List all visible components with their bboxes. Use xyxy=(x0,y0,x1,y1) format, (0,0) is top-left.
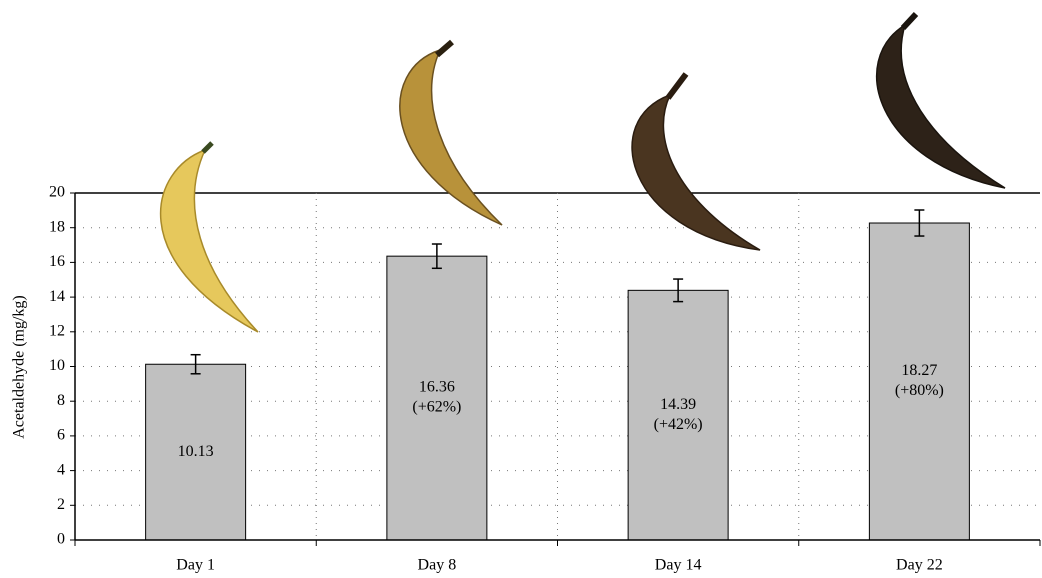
x-tick-label: Day 1 xyxy=(176,557,215,574)
x-tick-label: Day 8 xyxy=(418,557,457,574)
y-tick-label: 4 xyxy=(57,461,65,478)
change-label: (+62%) xyxy=(412,399,461,416)
data-label: 18.27 xyxy=(901,362,937,379)
banana-day-8 xyxy=(399,48,503,226)
bar xyxy=(868,222,970,541)
y-axis-label: Acetaldehyde (mg/kg) xyxy=(11,295,28,439)
y-tick-label: 16 xyxy=(49,253,65,270)
bar xyxy=(386,255,488,541)
y-tick-label: 12 xyxy=(49,322,65,339)
y-tick-label: 20 xyxy=(49,184,65,201)
data-label: 10.13 xyxy=(178,443,214,460)
data-label: 14.39 xyxy=(660,396,696,413)
x-tick-label: Day 14 xyxy=(655,557,702,574)
banana-stem xyxy=(201,141,214,154)
change-label: (+80%) xyxy=(895,382,944,399)
data-label: 16.36 xyxy=(419,379,455,396)
banana-stem xyxy=(435,39,454,58)
banana-images xyxy=(159,11,1006,333)
bar xyxy=(145,363,247,541)
banana-day-1 xyxy=(159,148,259,333)
banana-day-22 xyxy=(875,23,1006,189)
y-tick-label: 14 xyxy=(49,288,65,305)
y-tick-label: 0 xyxy=(57,531,65,548)
change-label: (+42%) xyxy=(654,416,703,433)
bar xyxy=(627,289,729,541)
x-tick-label: Day 22 xyxy=(896,557,943,574)
y-tick-label: 10 xyxy=(49,357,65,374)
banana-day-14 xyxy=(631,93,761,251)
banana-stem xyxy=(665,72,689,100)
banana-stem xyxy=(900,11,919,31)
y-tick-label: 18 xyxy=(49,218,65,235)
y-tick-label: 2 xyxy=(57,496,65,513)
y-tick-label: 6 xyxy=(57,427,65,444)
y-tick-label: 8 xyxy=(57,392,65,409)
